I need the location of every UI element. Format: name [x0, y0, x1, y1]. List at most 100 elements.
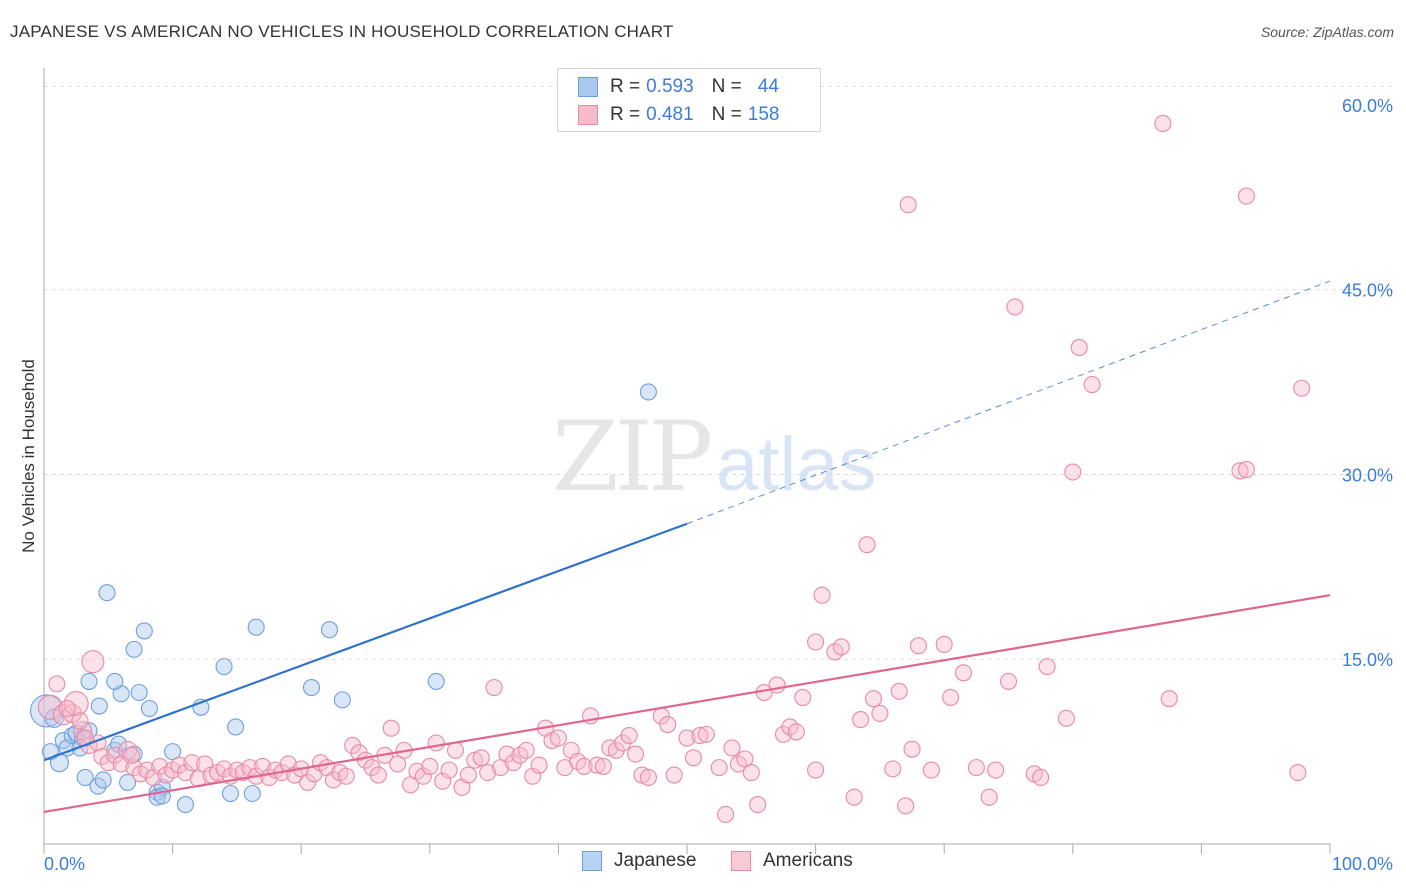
- data-point: [369, 766, 387, 784]
- data-point: [897, 797, 915, 815]
- data-point: [954, 664, 973, 682]
- legend-n-label: N =: [711, 104, 742, 125]
- data-point: [909, 637, 928, 655]
- data-point: [787, 723, 805, 741]
- labels-layer: 15.0% 30.0% 45.0% 60.0% 0.0% 100.0%: [44, 96, 1393, 874]
- data-point: [1083, 376, 1101, 394]
- data-point: [1038, 658, 1056, 676]
- chart-title: JAPANESE VS AMERICAN NO VEHICLES IN HOUS…: [10, 22, 674, 41]
- data-point: [80, 672, 98, 690]
- data-point: [999, 672, 1018, 690]
- data-point: [58, 699, 76, 718]
- data-point: [723, 739, 741, 757]
- data-point: [176, 796, 195, 814]
- data-point: [697, 725, 715, 743]
- data-point: [135, 622, 153, 640]
- legend-n-value: 44: [757, 76, 779, 97]
- data-point: [922, 761, 940, 779]
- legend-r-value: 0.481: [646, 104, 694, 125]
- data-point: [1293, 379, 1311, 397]
- stats-legend: R = 0.593 N = 44 R = 0.481 N = 158: [557, 68, 821, 132]
- data-point: [247, 618, 265, 636]
- data-point: [421, 757, 439, 775]
- data-point: [807, 761, 825, 779]
- series-legend-label: Japanese: [614, 850, 697, 871]
- data-point: [183, 754, 201, 772]
- data-point: [37, 694, 63, 720]
- data-point: [845, 788, 863, 806]
- data-point: [93, 747, 111, 766]
- series-legend: Japanese Americans: [0, 850, 1406, 878]
- data-point: [903, 740, 921, 758]
- data-point: [215, 658, 233, 676]
- series-legend-americans[interactable]: Americans: [731, 850, 853, 872]
- data-point: [76, 768, 94, 787]
- trend-line-japanese: [43, 522, 688, 762]
- data-point: [459, 766, 477, 784]
- data-point: [485, 679, 503, 697]
- data-point: [935, 635, 953, 654]
- data-point: [414, 767, 432, 785]
- legend-n-value: 158: [747, 104, 780, 125]
- data-point: [90, 697, 108, 715]
- data-point: [678, 729, 696, 747]
- watermark-zip: ZIP: [552, 401, 711, 513]
- watermark: ZIP atlas: [552, 401, 877, 513]
- data-point: [987, 761, 1005, 779]
- legend-r-label: R =: [610, 76, 641, 97]
- data-point: [890, 682, 908, 700]
- data-point: [665, 766, 683, 784]
- data-point: [530, 756, 548, 774]
- data-point: [125, 640, 143, 658]
- data-point: [302, 679, 321, 697]
- y-tick-label: 60.0%: [1342, 96, 1393, 116]
- trend-line-americans: [43, 594, 1331, 814]
- data-point: [575, 757, 593, 775]
- data-point: [71, 712, 89, 730]
- data-point: [48, 675, 66, 693]
- data-point: [742, 764, 760, 782]
- data-point: [627, 745, 645, 763]
- data-point: [1237, 187, 1255, 205]
- series-legend-japanese[interactable]: Japanese: [582, 850, 696, 872]
- data-point: [639, 383, 657, 401]
- y-axis-label: No Vehicles in Household: [19, 359, 38, 553]
- data-point: [1057, 709, 1075, 727]
- x-tick-label: 100.0%: [1332, 854, 1393, 874]
- data-point: [446, 741, 465, 759]
- data-point: [243, 784, 261, 803]
- trend-line-extension: [686, 280, 1331, 525]
- data-point: [832, 638, 850, 656]
- series-swatch-americans: [731, 851, 751, 871]
- series-legend-label: Americans: [763, 850, 853, 871]
- legend-swatch-americans: [578, 105, 598, 125]
- data-point: [884, 760, 902, 778]
- legend-row-japanese: R = 0.593 N = 44: [578, 73, 779, 101]
- data-point: [98, 584, 116, 602]
- data-point: [588, 756, 606, 774]
- data-point: [337, 767, 355, 785]
- data-point: [659, 715, 677, 734]
- data-point: [1006, 298, 1024, 316]
- data-point: [1064, 463, 1082, 481]
- data-point: [221, 784, 240, 803]
- data-point: [1070, 339, 1088, 357]
- data-point: [382, 719, 400, 737]
- data-point: [967, 759, 985, 777]
- data-point: [440, 761, 458, 779]
- data-point: [620, 727, 638, 745]
- data-point: [852, 711, 870, 729]
- data-point: [1160, 690, 1178, 708]
- data-point: [899, 196, 917, 214]
- data-point: [1032, 768, 1050, 787]
- data-point: [594, 757, 612, 775]
- legend-swatch-japanese: [578, 77, 598, 97]
- data-point: [549, 729, 567, 747]
- data-point: [106, 672, 124, 690]
- data-point: [980, 788, 998, 806]
- data-point: [691, 727, 709, 745]
- y-tick-label: 45.0%: [1342, 281, 1393, 301]
- series-swatch-japanese: [582, 851, 602, 871]
- data-point: [807, 633, 825, 651]
